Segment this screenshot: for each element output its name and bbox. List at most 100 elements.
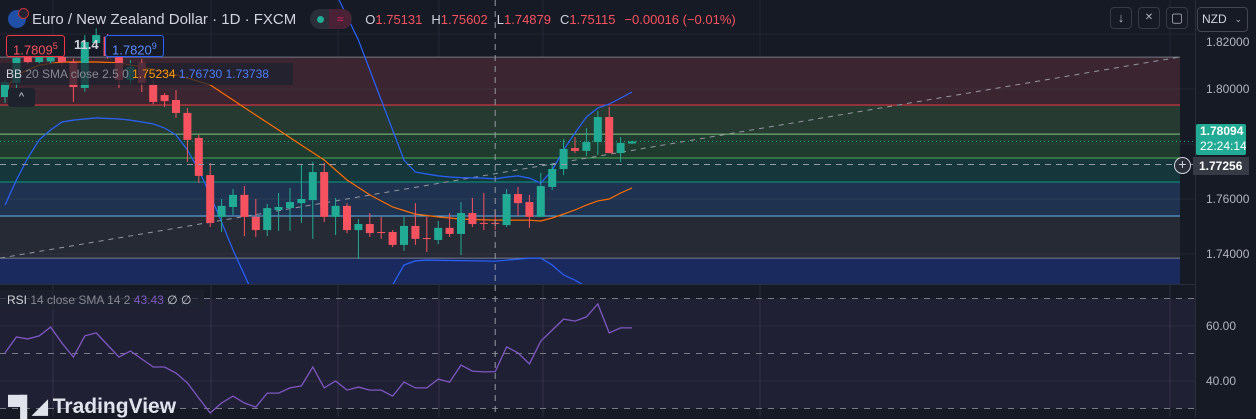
price-axis-label: 1.82000 [1206,35,1250,49]
high-label: H [431,11,441,27]
candle-body [377,232,386,233]
candle [479,192,488,231]
fib-zone [0,258,1180,284]
candle [331,197,340,236]
last-price-value: 1.78094 [1200,124,1244,138]
candle-body [308,172,317,201]
candle-body [354,224,363,231]
market-open-dot-icon [317,15,325,23]
symbol-title[interactable]: Euro / New Zealand Dollar · 1D · FXCM [32,10,297,28]
low-label: L [496,11,504,27]
candle-body [297,199,306,204]
candle [240,186,249,237]
bb-lower-line [392,257,583,284]
bb-lower-value: 1.73738 [225,67,269,81]
market-status-pill[interactable]: ≈ [310,9,353,29]
fib-zone [0,181,1180,217]
bb-upper-value: 1.76730 [178,67,223,81]
candle [605,106,614,154]
scroll-down-arrow-icon[interactable]: ↓ [1110,7,1132,29]
fib-zone [0,158,1180,182]
spread-value: 11.4 [74,37,99,52]
buy-pip: 9 [151,41,157,51]
collapse-legend-chevron-up-icon[interactable]: ^ [8,88,35,107]
candle-body [411,225,420,239]
candle-body [160,95,169,102]
bollinger-legend[interactable]: BB 20 SMA close 2.5 0 1.75234 1.76730 1.… [0,63,293,85]
candle-body [479,222,488,224]
candle-body [194,137,203,176]
candle [571,137,579,154]
candle-body [92,35,101,44]
candle-body [593,117,602,143]
tradingview-logo[interactable]: ▀▌◢ TradingView [8,394,176,419]
candle [502,189,511,228]
candle-body [206,175,215,223]
candle [593,111,602,155]
candle-body [388,232,397,245]
collapse-icon[interactable]: ✕ [1138,7,1160,29]
bar-countdown: 22:24:14 [1200,139,1246,153]
candle [445,213,454,237]
fullscreen-icon[interactable]: ▢ [1166,7,1188,29]
candle-body [548,169,557,187]
change-value: −0.00016 (−0.01%) [624,11,736,27]
candle [206,162,215,228]
candle-body [365,224,374,234]
high-value: 1.75602 [440,11,488,27]
candle-body [514,194,522,204]
currency-select[interactable]: NZD ⌄ [1197,7,1248,32]
candle-body [320,172,329,217]
candle-body [149,84,158,102]
rsi-name: RSI [7,293,28,307]
pane-separator[interactable] [0,284,1256,285]
candle-body [434,227,443,240]
close-label: C [560,11,570,27]
candle [434,221,443,245]
fib-zone [0,104,1180,135]
rsi-pane[interactable] [0,285,1195,417]
open-label: O [365,11,376,27]
candle-body [559,148,568,170]
candle [263,203,272,237]
candle [251,199,260,237]
symbol-header: Euro / New Zealand Dollar · 1D · FXCM ≈ … [0,6,736,32]
candle-body [628,141,636,144]
candle-body [468,213,477,225]
candle-body [536,186,545,217]
candle-body [582,142,591,151]
candle [160,93,169,107]
candle [286,188,294,231]
rsi-axis-label: 60.00 [1206,319,1237,333]
sell-button[interactable]: 1.78095 [6,35,65,57]
rsi-legend[interactable]: RSI 14 close SMA 14 2 43.43 ∅ ∅ [0,290,204,310]
rsi-ma-value: ∅ [167,293,178,307]
candle [559,139,568,176]
candle-body [605,117,614,154]
price-chart-pane[interactable] [0,0,1195,284]
candle [297,164,306,223]
candle-body [35,57,44,63]
candle-body [58,57,66,63]
candle [525,194,534,228]
candle [628,140,636,144]
candle-body [331,205,340,217]
price-axis[interactable]: 1.82000 1.80000 1.76000 1.74000 60.00 40… [1195,0,1256,417]
candle [354,219,363,259]
rsi-background-band [0,298,1195,409]
candle [457,202,465,256]
candle-body [263,208,272,231]
buy-price: 1.7820 [112,42,152,58]
add-alert-plus-icon[interactable]: + [1174,157,1191,174]
crosshair-price-label: 1.77256 [1193,157,1249,175]
close-value: 1.75115 [569,11,616,27]
candle [365,213,374,237]
candle-body [217,205,226,217]
rsi-line [4,302,632,414]
candle [388,230,397,248]
buy-button[interactable]: 1.78209 [105,35,164,57]
candle-body [183,112,192,140]
candle [616,137,625,162]
candle-body [457,213,465,234]
candle-body [229,194,237,207]
